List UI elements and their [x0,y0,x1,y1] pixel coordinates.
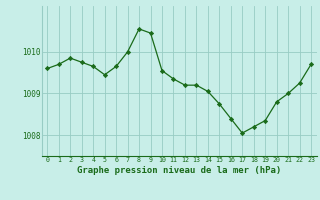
X-axis label: Graphe pression niveau de la mer (hPa): Graphe pression niveau de la mer (hPa) [77,166,281,175]
